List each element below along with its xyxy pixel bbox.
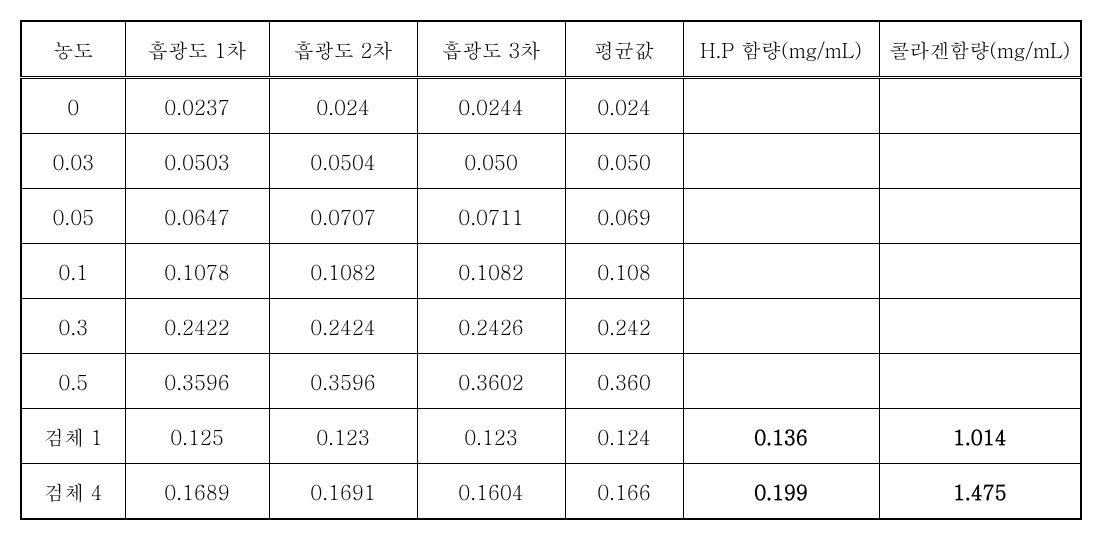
column-header: 흡광도 3차	[417, 21, 565, 78]
table-row: 0.10.10780.10820.10820.108	[21, 244, 1081, 299]
table-cell: 0.1082	[269, 244, 417, 299]
table-cell: 0.5	[21, 354, 125, 409]
table-cell: 0.125	[125, 409, 269, 464]
column-header: 흡광도 1차	[125, 21, 269, 78]
table-row: 검체 40.16890.16910.16040.1660.1991.475	[21, 464, 1081, 520]
table-cell: 0.1604	[417, 464, 565, 520]
table-cell: 0.3	[21, 299, 125, 354]
table-cell: 0.124	[565, 409, 683, 464]
table-cell: 0.1	[21, 244, 125, 299]
column-header: 콜라겐함량(mg/mL)	[879, 21, 1081, 78]
table-cell: 0.024	[565, 78, 683, 134]
table-cell	[683, 189, 879, 244]
table-row: 검체 10.1250.1230.1230.1240.1361.014	[21, 409, 1081, 464]
table-cell: 0.03	[21, 134, 125, 189]
column-header: 흡광도 2차	[269, 21, 417, 78]
table-cell: 0	[21, 78, 125, 134]
table-cell: 0.123	[269, 409, 417, 464]
table-cell	[879, 189, 1081, 244]
table-cell: 0.3596	[125, 354, 269, 409]
table-cell: 0.0707	[269, 189, 417, 244]
table-cell	[879, 299, 1081, 354]
table-cell: 0.0244	[417, 78, 565, 134]
table-header-row: 농도흡광도 1차흡광도 2차흡광도 3차평균값H.P 함량(mg/mL)콜라겐함…	[21, 21, 1081, 78]
table-row: 0.030.05030.05040.0500.050	[21, 134, 1081, 189]
table-cell	[879, 78, 1081, 134]
table-row: 00.02370.0240.02440.024	[21, 78, 1081, 134]
table-cell: 검체 4	[21, 464, 125, 520]
table-cell	[879, 244, 1081, 299]
table-cell	[879, 134, 1081, 189]
column-header: 평균값	[565, 21, 683, 78]
table-cell: 0.360	[565, 354, 683, 409]
table-cell: 0.123	[417, 409, 565, 464]
table-cell: 0.0504	[269, 134, 417, 189]
table-cell	[683, 354, 879, 409]
table-cell: 0.0237	[125, 78, 269, 134]
table-cell	[683, 244, 879, 299]
table-cell: 0.050	[417, 134, 565, 189]
table-cell: 0.166	[565, 464, 683, 520]
table-cell: 0.050	[565, 134, 683, 189]
table-cell: 0.108	[565, 244, 683, 299]
table-cell: 0.136	[683, 409, 879, 464]
table-cell: 0.1082	[417, 244, 565, 299]
table-cell	[683, 78, 879, 134]
column-header: H.P 함량(mg/mL)	[683, 21, 879, 78]
table-cell: 0.199	[683, 464, 879, 520]
table-cell: 검체 1	[21, 409, 125, 464]
data-table: 농도흡광도 1차흡광도 2차흡광도 3차평균값H.P 함량(mg/mL)콜라겐함…	[20, 20, 1082, 520]
table-cell: 0.024	[269, 78, 417, 134]
table-cell: 0.1078	[125, 244, 269, 299]
table-cell: 0.2426	[417, 299, 565, 354]
table-cell: 0.242	[565, 299, 683, 354]
table-cell: 0.0647	[125, 189, 269, 244]
table-cell: 0.3602	[417, 354, 565, 409]
table-cell	[683, 299, 879, 354]
table-cell: 0.0711	[417, 189, 565, 244]
table-cell: 1.014	[879, 409, 1081, 464]
table-cell: 0.2422	[125, 299, 269, 354]
table-cell: 1.475	[879, 464, 1081, 520]
table-cell: 0.069	[565, 189, 683, 244]
table-row: 0.050.06470.07070.07110.069	[21, 189, 1081, 244]
table-cell: 0.1689	[125, 464, 269, 520]
table-row: 0.50.35960.35960.36020.360	[21, 354, 1081, 409]
table-cell	[879, 354, 1081, 409]
table-cell: 0.3596	[269, 354, 417, 409]
table-cell: 0.1691	[269, 464, 417, 520]
table-cell: 0.2424	[269, 299, 417, 354]
table-row: 0.30.24220.24240.24260.242	[21, 299, 1081, 354]
table-cell	[683, 134, 879, 189]
table-cell: 0.0503	[125, 134, 269, 189]
table-cell: 0.05	[21, 189, 125, 244]
column-header: 농도	[21, 21, 125, 78]
